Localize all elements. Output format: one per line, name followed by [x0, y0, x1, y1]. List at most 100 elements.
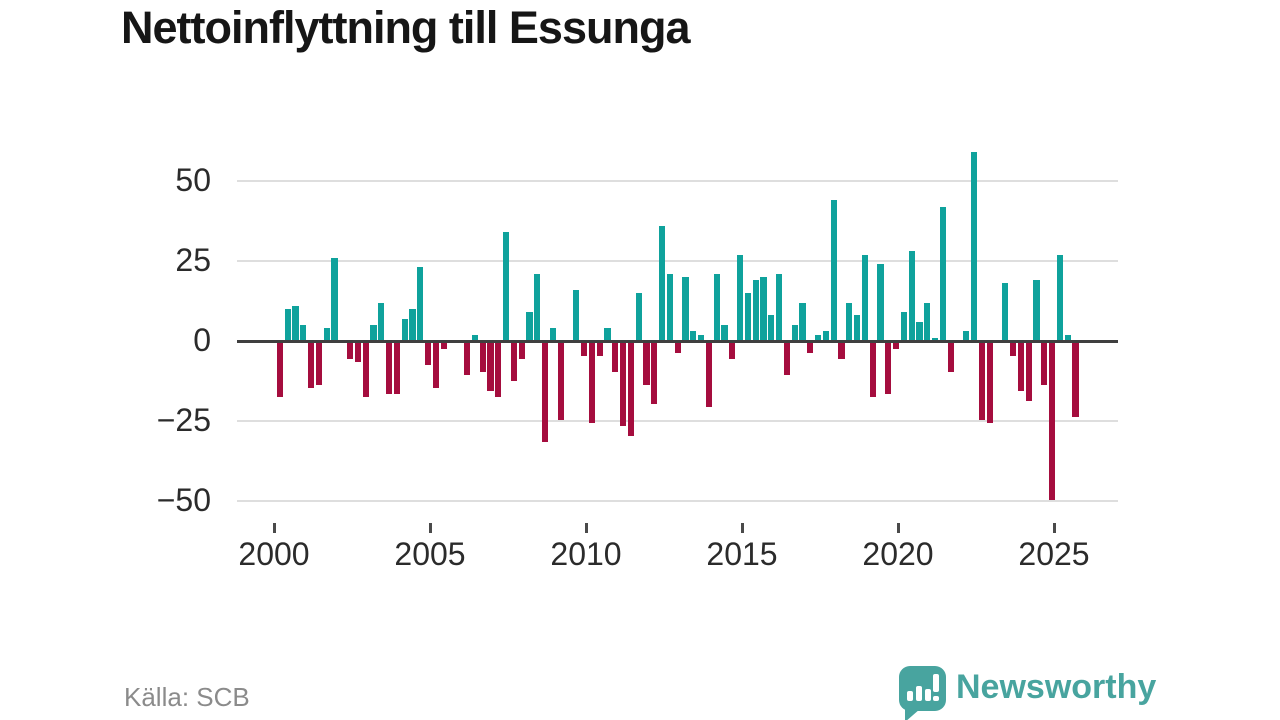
bar — [666, 273, 673, 341]
gridline — [237, 180, 1118, 182]
bar — [1017, 343, 1024, 391]
plot-area: 50 25 0 −25 −50 2000 2005 2010 2015 2020 2025 — [157, 140, 1118, 572]
source-note: Källa: SCB — [124, 682, 250, 712]
bar — [409, 309, 416, 341]
bar — [651, 343, 658, 404]
logo-mini-bar-3 — [925, 689, 931, 701]
bar — [417, 267, 424, 341]
x-axis-tick — [272, 523, 276, 533]
x-axis-tick — [428, 523, 432, 533]
bar — [1033, 280, 1040, 341]
bar — [932, 337, 939, 341]
x-axis-tick — [740, 523, 744, 533]
x-axis-label: 2000 — [238, 536, 310, 572]
bar — [378, 302, 385, 341]
bar — [627, 343, 634, 436]
bar — [315, 343, 322, 385]
bar — [838, 343, 845, 359]
x-axis-label: 2015 — [706, 536, 778, 572]
x-axis-tick — [584, 523, 588, 533]
bar — [425, 343, 432, 366]
bar — [479, 343, 486, 372]
bar — [1072, 343, 1079, 417]
bar — [526, 312, 533, 341]
y-axis-label: 0 — [193, 322, 211, 358]
bar — [549, 328, 556, 341]
bar — [978, 343, 985, 420]
bar — [682, 277, 689, 341]
bar — [393, 343, 400, 395]
bar — [776, 273, 783, 341]
bar — [869, 343, 876, 398]
bar — [705, 343, 712, 407]
bar — [986, 343, 993, 423]
bar — [783, 343, 790, 375]
gridline — [237, 500, 1118, 502]
bar — [557, 343, 564, 420]
bar — [1056, 254, 1063, 341]
bar — [690, 331, 697, 341]
y-axis-label: 50 — [175, 162, 211, 198]
x-axis-label: 2010 — [550, 536, 622, 572]
bar — [713, 273, 720, 341]
bar — [464, 343, 471, 375]
x-axis-tick — [896, 523, 900, 533]
bar — [760, 277, 767, 341]
bar — [471, 334, 478, 341]
bar — [620, 343, 627, 427]
bar — [401, 318, 408, 341]
bar — [1010, 343, 1017, 356]
bar — [503, 232, 510, 341]
y-axis-label: −25 — [156, 402, 211, 438]
x-axis-label: 2025 — [1018, 536, 1090, 572]
bar — [1041, 343, 1048, 385]
bar — [698, 334, 705, 341]
bar — [487, 343, 494, 391]
bar — [534, 273, 541, 341]
logo-mini-bar-2 — [916, 686, 922, 701]
bar — [893, 343, 900, 350]
bar — [815, 334, 822, 341]
bar — [588, 343, 595, 423]
gridline — [237, 420, 1118, 422]
zero-line — [237, 340, 1118, 343]
bar — [1002, 283, 1009, 341]
bar — [308, 343, 315, 388]
logo-speech-bubble-icon — [899, 666, 946, 711]
bar — [276, 343, 283, 398]
bar — [1025, 343, 1032, 401]
bar — [1049, 343, 1056, 500]
bar — [744, 293, 751, 341]
bar — [331, 257, 338, 341]
y-axis-label: 25 — [175, 242, 211, 278]
bar — [542, 343, 549, 443]
bar — [604, 328, 611, 341]
bar — [737, 254, 744, 341]
bar — [573, 289, 580, 341]
bar — [674, 343, 681, 353]
bar — [900, 312, 907, 341]
bar — [370, 325, 377, 341]
newsworthy-logo: Newsworthy — [899, 666, 1159, 720]
bar — [495, 343, 502, 398]
x-axis-tick — [1052, 523, 1056, 533]
bar — [877, 264, 884, 341]
bar — [721, 325, 728, 341]
bar — [596, 343, 603, 356]
bar — [323, 328, 330, 341]
bar — [830, 200, 837, 341]
bar — [885, 343, 892, 395]
bar — [752, 280, 759, 341]
bar — [729, 343, 736, 359]
bar — [440, 343, 447, 350]
bar — [284, 309, 291, 341]
logo-text: Newsworthy — [956, 668, 1157, 706]
logo-exclamation-stem — [933, 674, 939, 692]
bar — [854, 315, 861, 341]
x-axis-label: 2005 — [394, 536, 466, 572]
bar — [971, 152, 978, 341]
bar — [635, 293, 642, 341]
logo-bubble-tail — [905, 709, 920, 720]
bar — [362, 343, 369, 398]
